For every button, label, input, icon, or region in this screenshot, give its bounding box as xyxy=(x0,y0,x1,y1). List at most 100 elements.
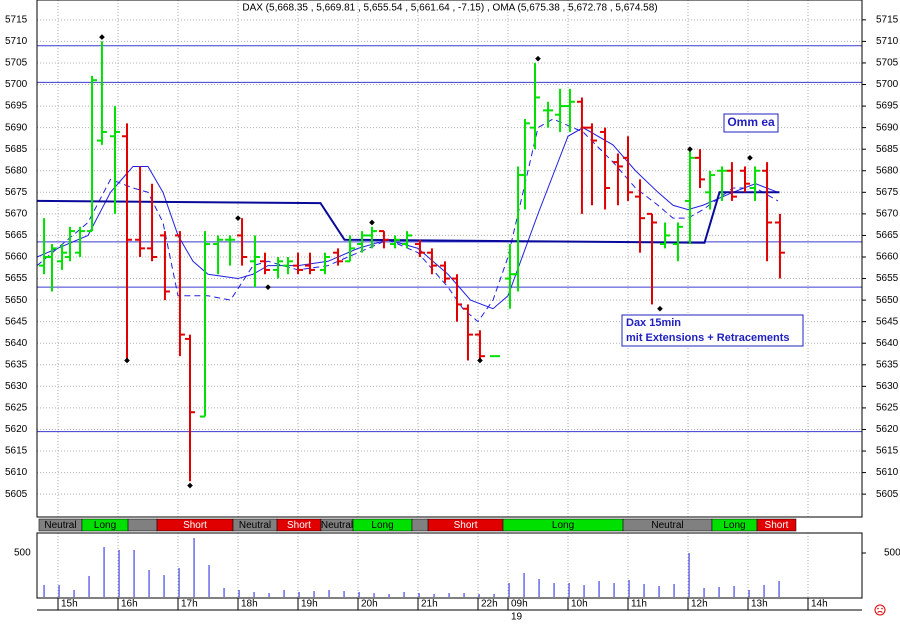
moving-average xyxy=(36,127,779,310)
ohlc-bar xyxy=(612,153,623,206)
signal-segment xyxy=(127,518,158,532)
pivot-marker xyxy=(747,154,753,161)
y-tick-label: 5655 xyxy=(876,273,899,284)
ohlc-bar xyxy=(762,162,773,262)
ohlc-bar xyxy=(600,127,611,210)
y-tick-label: 5670 xyxy=(876,209,899,220)
ohlc-bar xyxy=(462,304,473,361)
ohlc-bar xyxy=(402,231,413,249)
y-tick-label: 5680 xyxy=(5,165,28,176)
x-tick-label: 14h xyxy=(811,599,828,610)
y-tick-label: 5700 xyxy=(5,79,28,90)
ohlc-bar xyxy=(543,101,554,128)
y-tick-label: 5665 xyxy=(5,230,28,241)
signal-label: Long xyxy=(552,520,574,531)
annotation: Omm ea xyxy=(727,115,775,129)
y-tick-label: 5695 xyxy=(5,101,28,112)
ohlc-bar xyxy=(200,231,210,418)
moving-average xyxy=(36,118,779,323)
y-tick-label: 5710 xyxy=(5,36,28,47)
x-tick-label: 11h xyxy=(631,599,647,610)
ohlc-bar xyxy=(635,179,645,253)
signal-label: Short xyxy=(454,520,478,531)
signal-label: Neutral xyxy=(321,520,353,531)
ohlc-bar xyxy=(147,183,158,262)
y-tick-label: 5645 xyxy=(5,316,28,327)
y-tick-label: 5680 xyxy=(876,165,899,176)
y-tick-label: 5695 xyxy=(876,101,899,112)
moving-average xyxy=(36,191,780,244)
y-tick-label: 5640 xyxy=(5,338,28,349)
signal-label: Neutral xyxy=(239,520,271,531)
ohlc-bar xyxy=(647,212,657,305)
smiley-face xyxy=(874,604,886,616)
signal-label: Short xyxy=(765,520,789,531)
status-icon xyxy=(874,604,886,616)
ohlc-bar xyxy=(159,231,170,301)
ohlc-bar xyxy=(65,226,75,262)
x-tick-label: 13h xyxy=(751,599,768,610)
y-tick-label: 5645 xyxy=(876,316,899,327)
annotation: Dax 15min xyxy=(626,317,681,329)
ohlc-bar xyxy=(440,261,450,283)
y-tick-label: 5660 xyxy=(5,252,28,263)
ohlc-bar xyxy=(684,149,695,245)
ohlc-bar xyxy=(282,256,293,275)
pivot-marker xyxy=(187,482,193,489)
ohlc-bar xyxy=(695,149,705,188)
pivot-marker xyxy=(477,357,483,364)
pivot-marker xyxy=(124,357,130,364)
ohlc-bar xyxy=(530,62,540,150)
x-tick-label: 09h xyxy=(511,599,528,610)
ohlc-bar xyxy=(717,166,728,201)
y-tick-label: 5615 xyxy=(5,446,28,457)
smiley-mouth xyxy=(877,611,883,613)
x-tick-label: 17h xyxy=(181,599,198,610)
ohlc-bar xyxy=(750,166,761,201)
ohlc-bar xyxy=(185,334,195,482)
y-tick-label: 5710 xyxy=(876,36,899,47)
ohlc-bar xyxy=(135,166,146,257)
ohlc-bar xyxy=(75,226,86,257)
annotation: mit Extensions + Retracements xyxy=(626,332,790,344)
y-tick-label: 5690 xyxy=(5,122,28,133)
x-tick-label: 10h xyxy=(571,599,588,610)
ohlc-bar xyxy=(305,252,315,275)
pivot-marker xyxy=(687,146,693,153)
y-tick-label: 5685 xyxy=(876,144,899,155)
x-tick-label: 18h xyxy=(241,599,258,610)
ohlc-bar xyxy=(705,170,716,210)
y-tick-label: 5605 xyxy=(5,489,28,500)
x-tick-label: 16h xyxy=(121,599,138,610)
ohlc-bar xyxy=(390,235,401,249)
ohlc-bar xyxy=(213,235,224,275)
y-tick-label: 500 xyxy=(884,548,900,559)
y-tick-label: 5660 xyxy=(876,252,899,263)
ohlc-bar xyxy=(774,213,785,279)
ohlc-bar xyxy=(357,231,368,253)
y-tick-label: 5635 xyxy=(876,359,899,370)
x-tick-label: 15h xyxy=(61,599,78,610)
y-tick-label: 5670 xyxy=(5,209,28,220)
y-tick-label: 5650 xyxy=(876,295,899,306)
y-tick-label: 5610 xyxy=(876,467,899,478)
ohlc-bar xyxy=(576,97,587,214)
signal-label: Short xyxy=(183,520,207,531)
ohlc-bar xyxy=(623,136,633,201)
y-tick-label: 5715 xyxy=(5,14,28,25)
marks-layer: 5605 5605 5610 5610 5615 5615 5620 5620 5625 5625… xyxy=(5,14,900,622)
x-tick-label: 12h xyxy=(691,599,708,610)
y-tick-label: 5620 xyxy=(5,424,28,435)
y-tick-label: 5620 xyxy=(876,424,899,435)
ohlc-bar xyxy=(273,256,284,279)
chart-title: DAX (5,668.35 , 5,669.81 , 5,655.54 , 5,… xyxy=(242,3,657,14)
signal-segment xyxy=(756,518,797,532)
ohlc-bar xyxy=(47,244,57,292)
x-tick-label: 19h xyxy=(301,599,318,610)
ohlc-bar xyxy=(587,123,597,206)
ohlc-bar xyxy=(110,106,120,214)
signal-label: Long xyxy=(371,520,393,531)
y-tick-label: 5630 xyxy=(876,381,899,392)
